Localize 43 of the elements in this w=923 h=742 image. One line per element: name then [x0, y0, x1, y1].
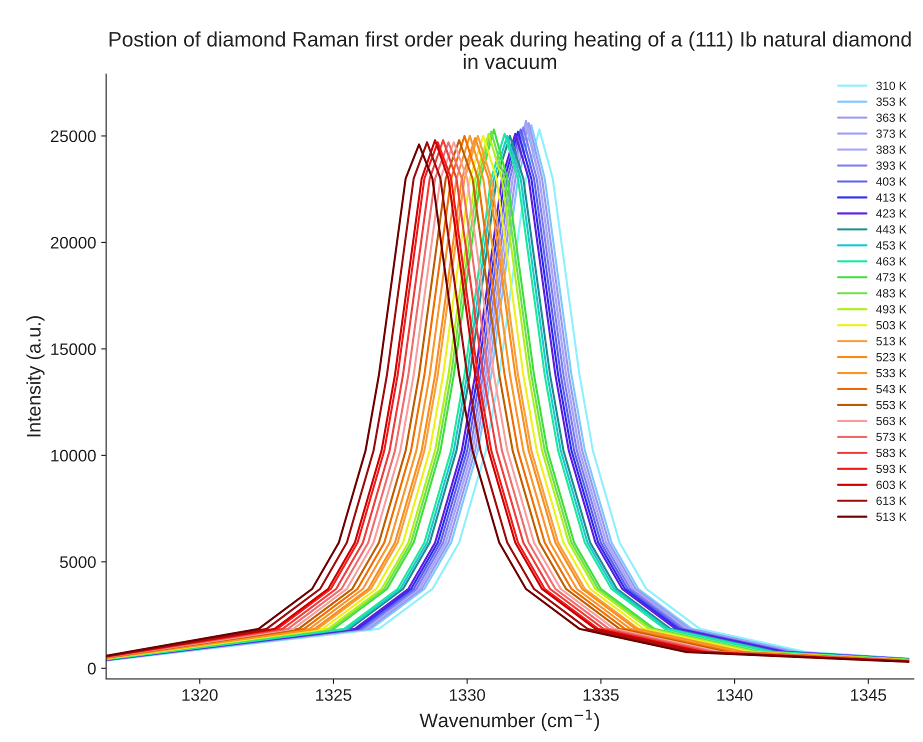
legend-label: 413 K [876, 193, 907, 202]
legend-label: 513 K [876, 337, 907, 346]
legend-label: 513 K [876, 512, 907, 521]
legend-label: 583 K [876, 448, 907, 458]
chart-title: Postion of diamond Raman first order peak during heating of a (111) Ib natural diamond in vacuum [110, 31, 911, 70]
y-tick-label: 20000 [50, 236, 96, 249]
legend-label: 310 K [876, 82, 907, 90]
legend-label: 473 K [876, 273, 907, 282]
y-axis-title: Intensity (a.u.) [26, 316, 45, 436]
legend-label: 453 K [876, 241, 907, 250]
x-tick-label: 1325 [316, 689, 352, 701]
x-tick-label: 1340 [717, 689, 752, 701]
legend-label: 503 K [876, 321, 907, 330]
legend-label: 443 K [876, 225, 907, 234]
legend-label: 363 K [876, 114, 907, 122]
y-tick-label: 0 [88, 662, 96, 674]
x-tick-label: 1320 [182, 689, 218, 701]
y-tick-label: 15000 [51, 343, 96, 356]
y-tick-label: 25000 [50, 130, 96, 142]
x-tick-label: 1330 [450, 689, 486, 701]
y-tick-label: 10000 [51, 450, 96, 462]
legend-label: 553 K [876, 400, 907, 410]
legend-label: 593 K [876, 464, 907, 474]
legend-label: 383 K [876, 145, 907, 154]
legend-label: 523 K [876, 352, 907, 362]
legend-label: 603 K [876, 480, 907, 490]
legend-label: 403 K [876, 177, 907, 186]
legend-label: 483 K [876, 289, 907, 298]
x-tick-label: 1345 [851, 689, 886, 701]
legend-label: 613 K [876, 496, 907, 505]
legend-label: 493 K [876, 305, 907, 314]
legend-label: 533 K [876, 368, 907, 378]
x-axis-title: Wavenumber (cm$^{−1}$) [420, 710, 600, 732]
legend-label: 353 K [876, 98, 907, 106]
legend-label: 573 K [876, 432, 907, 442]
legend-label: 463 K [876, 257, 907, 266]
legend-label: 543 K [876, 384, 907, 394]
y-tick-label: 5000 [60, 556, 96, 568]
legend-label: 423 K [876, 209, 907, 218]
legend-label: 373 K [876, 129, 907, 138]
legend-label: 563 K [876, 416, 907, 426]
x-tick-label: 1335 [584, 689, 619, 701]
legend-label: 393 K [876, 161, 907, 170]
